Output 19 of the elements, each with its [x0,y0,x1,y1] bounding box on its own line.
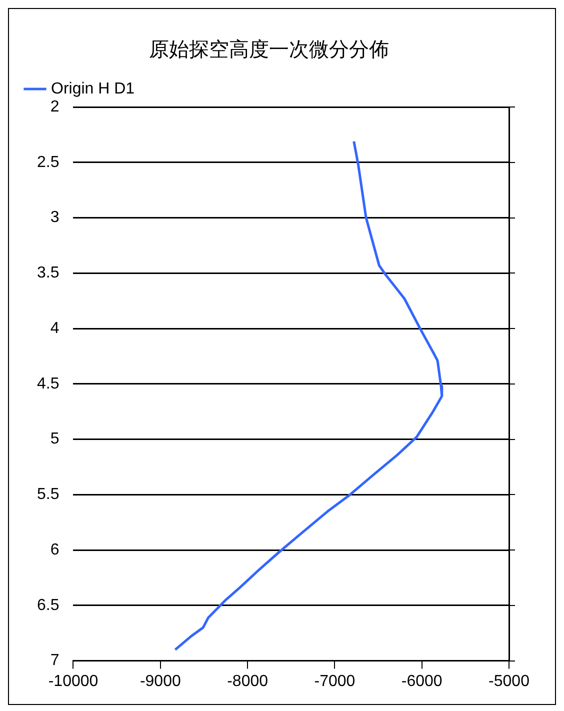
y-tick-label: 6 [50,541,60,558]
y-tick-label: 4 [50,320,60,337]
y-tick-label: 6.5 [36,596,60,614]
y-tick-label: 4.5 [36,375,60,392]
y-tick-label: 5.5 [36,486,60,504]
x-tick-label: -5000 [488,672,530,690]
x-tick-label: -9000 [140,672,181,690]
chart-title: 原始探空高度一次微分分佈 [149,37,389,62]
y-tick-label: 3.5 [36,264,60,282]
x-tick-label: -6000 [401,672,442,690]
x-tick-label: -7000 [314,672,356,690]
y-tick-label: 7 [50,652,60,670]
y-tick-label: 2 [50,98,60,116]
legend-label: Origin H D1 [51,80,135,98]
y-tick-label: 5 [50,430,60,448]
x-tick-label: -10000 [48,672,98,690]
x-tick-label: -8000 [227,672,268,690]
y-tick-label: 3 [50,209,60,226]
y-tick-label: 2.5 [36,154,60,171]
